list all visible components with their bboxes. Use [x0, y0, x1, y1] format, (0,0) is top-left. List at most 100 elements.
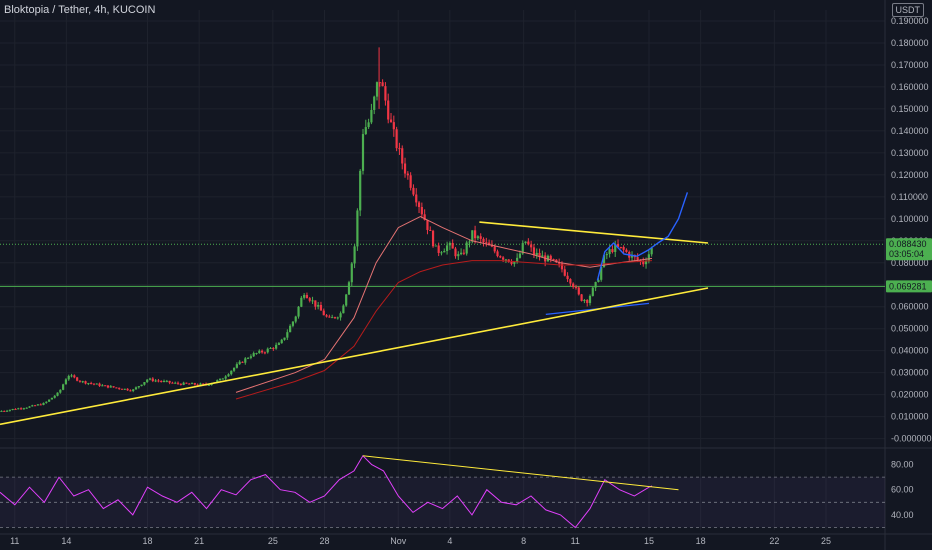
- candle-body: [140, 384, 143, 387]
- candle-body: [622, 247, 625, 250]
- candle-body: [431, 230, 435, 247]
- candle-body: [350, 263, 353, 283]
- candle-body: [202, 383, 205, 385]
- candles: [0, 79, 653, 412]
- candle-body: [392, 122, 395, 130]
- candle-body: [317, 304, 320, 307]
- candle-body: [583, 299, 586, 301]
- candle-body: [417, 202, 421, 208]
- rsi-tick-label: 80.00: [891, 460, 914, 470]
- candle-body: [87, 383, 90, 385]
- x-tick-label: 28: [319, 536, 329, 546]
- candle-body: [101, 385, 104, 387]
- candle-body: [521, 243, 524, 254]
- candle-body: [0, 410, 3, 412]
- candle-body: [185, 382, 188, 384]
- y-tick-label: 0.010000: [891, 412, 929, 422]
- candle-body: [591, 287, 594, 296]
- candle-body: [45, 401, 48, 403]
- x-tick-label: 15: [644, 536, 654, 546]
- candle-body: [216, 380, 219, 383]
- candle-body: [171, 382, 174, 384]
- candle-body: [232, 367, 236, 371]
- candle-body: [630, 255, 634, 258]
- candle-body: [319, 304, 323, 311]
- candle-body: [230, 370, 233, 375]
- y-tick-label: 0.150000: [891, 104, 929, 114]
- candle-body: [160, 380, 163, 382]
- candle-body: [283, 337, 286, 340]
- candle-body: [608, 249, 611, 255]
- candle-body: [28, 406, 31, 408]
- candle-body: [373, 96, 376, 110]
- currency-badge[interactable]: USDT: [891, 3, 924, 17]
- candle-body: [331, 317, 334, 319]
- candle-body: [532, 247, 536, 256]
- candle-body: [572, 283, 575, 288]
- candle-body: [367, 122, 370, 128]
- y-tick-label: 0.080000: [891, 258, 929, 268]
- candle-body: [176, 382, 180, 384]
- candle-body: [375, 82, 379, 97]
- candle-body: [639, 260, 642, 262]
- candle-body: [258, 350, 261, 354]
- candle-body: [541, 255, 544, 257]
- candle-body: [493, 246, 496, 252]
- candle-body: [263, 352, 267, 354]
- candle-body: [552, 259, 555, 261]
- candle-body: [81, 381, 84, 383]
- candle-body: [586, 299, 589, 303]
- candle-body: [574, 287, 578, 289]
- y-tick-label: 0.060000: [891, 302, 929, 312]
- candle-body: [361, 134, 365, 171]
- candle-body: [227, 374, 230, 377]
- candle-body: [8, 409, 11, 411]
- x-tick-label: 18: [142, 536, 152, 546]
- candle-body: [146, 379, 149, 383]
- candle-body: [401, 148, 404, 164]
- candle-body: [558, 262, 561, 264]
- candle-body: [614, 244, 617, 252]
- candle-body: [188, 383, 191, 385]
- candle-body: [179, 383, 182, 385]
- candle-body: [266, 348, 269, 353]
- candle-body: [336, 317, 339, 319]
- candle-body: [378, 82, 381, 84]
- x-tick-label: 22: [769, 536, 779, 546]
- candle-body: [120, 388, 124, 390]
- candle-body: [502, 257, 505, 260]
- candle-body: [602, 255, 606, 267]
- candle-body: [275, 344, 278, 349]
- price-label-box: [886, 238, 932, 261]
- candle-body: [252, 353, 255, 357]
- candle-body: [118, 387, 121, 389]
- y-tick-label: 0.020000: [891, 390, 929, 400]
- candle-body: [193, 383, 196, 385]
- x-tick-label: 11: [571, 536, 580, 546]
- x-tick-label: 14: [61, 536, 71, 546]
- candle-body: [588, 295, 592, 303]
- candle-body: [5, 410, 9, 412]
- candle-body: [157, 380, 160, 382]
- candle-body: [235, 364, 238, 368]
- candle-body: [445, 245, 449, 251]
- candle-body: [364, 127, 367, 135]
- candle-body: [387, 100, 390, 120]
- candle-body: [207, 384, 210, 386]
- candle-body: [339, 313, 342, 318]
- candle-body: [415, 194, 418, 203]
- y-tick-label: 0.190000: [891, 16, 929, 26]
- candle-body: [406, 173, 409, 176]
- candle-body: [280, 339, 283, 344]
- candle-body: [569, 279, 572, 284]
- candle-body: [636, 257, 639, 261]
- candle-body: [409, 175, 412, 188]
- candle-body: [395, 129, 398, 149]
- candle-body: [109, 386, 112, 388]
- candle-body: [303, 294, 306, 298]
- candle-body: [25, 407, 28, 409]
- x-tick-label: 21: [194, 536, 204, 546]
- candle-body: [238, 361, 241, 365]
